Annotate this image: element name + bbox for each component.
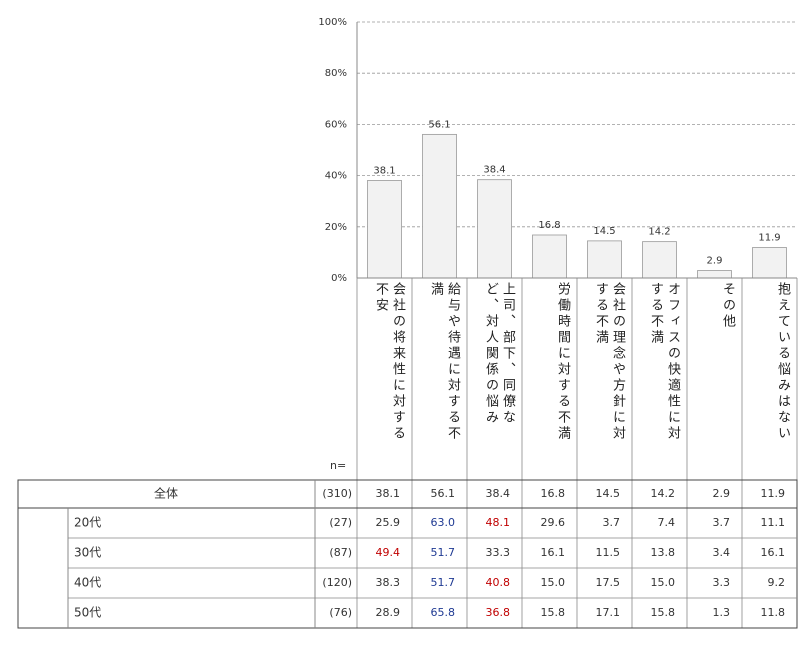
table-cell: 1.3 — [713, 606, 731, 619]
category-label: 会社の理念や方針に対する不満 — [593, 282, 625, 442]
bar — [422, 133, 457, 279]
row-n: (310) — [322, 487, 352, 500]
table-cell: 15.8 — [541, 606, 566, 619]
table-cell: 28.9 — [376, 606, 401, 619]
row-label: 20代 — [74, 516, 101, 530]
table-cell: 16.1 — [541, 546, 566, 559]
table-cell: 17.1 — [596, 606, 621, 619]
category-label: オフィスの快適性に対する不満 — [648, 282, 680, 442]
table-cell: 3.7 — [713, 516, 731, 529]
table-cell: 40.8 — [486, 576, 511, 589]
table-cell: 15.8 — [651, 606, 676, 619]
table-cell: 13.8 — [651, 546, 676, 559]
category-label: その他 — [720, 282, 735, 330]
table-cell: 11.5 — [596, 546, 621, 559]
table-cell: 49.4 — [376, 546, 401, 559]
category-label: 抱えている悩みはない — [775, 282, 790, 442]
y-tick-label: 0% — [331, 273, 347, 284]
table-cell: 3.7 — [603, 516, 621, 529]
table-cell: 63.0 — [431, 516, 456, 529]
value-label: 11.9 — [758, 233, 780, 244]
value-label: 16.8 — [538, 220, 560, 231]
table-cell: 38.1 — [376, 487, 401, 500]
value-label: 14.2 — [648, 227, 670, 238]
row-label: 30代 — [74, 546, 101, 560]
table-cell: 14.2 — [651, 487, 676, 500]
table-cell: 16.1 — [761, 546, 786, 559]
table-cell: 38.4 — [486, 487, 511, 500]
value-label: 38.1 — [373, 165, 395, 176]
row-label: 50代 — [74, 606, 101, 620]
table-cell: 33.3 — [486, 546, 511, 559]
table-cell: 36.8 — [486, 606, 511, 619]
row-n: (87) — [329, 546, 352, 559]
table-cell: 51.7 — [431, 576, 456, 589]
table-border — [17, 479, 798, 629]
n-header: n= — [330, 459, 346, 472]
value-label: 2.9 — [707, 256, 723, 267]
y-tick-label: 80% — [325, 68, 347, 79]
value-label: 56.1 — [428, 119, 450, 130]
y-tick-label: 60% — [325, 119, 347, 130]
table-cell: 7.4 — [658, 516, 676, 529]
table-cell: 3.4 — [713, 546, 731, 559]
table-cell: 14.5 — [596, 487, 621, 500]
table-cell: 48.1 — [486, 516, 511, 529]
bar — [587, 240, 622, 279]
table-cell: 15.0 — [541, 576, 566, 589]
table-cell: 3.3 — [713, 576, 731, 589]
table-cell: 9.2 — [768, 576, 786, 589]
value-label: 14.5 — [593, 226, 615, 237]
table-cell: 11.9 — [761, 487, 786, 500]
table-cell: 56.1 — [431, 487, 456, 500]
value-label: 38.4 — [483, 165, 505, 176]
row-label: 40代 — [74, 576, 101, 590]
y-tick-label: 100% — [318, 17, 347, 28]
table-cell: 38.3 — [376, 576, 401, 589]
bar — [532, 234, 567, 279]
y-tick-label: 20% — [325, 222, 347, 233]
table-cell: 25.9 — [376, 516, 401, 529]
row-n: (76) — [329, 606, 352, 619]
category-label: 会社の将来性に対する不安 — [373, 282, 405, 442]
table-cell: 29.6 — [541, 516, 566, 529]
category-label: 上司、部下、同僚など、対人関係の悩み — [483, 282, 515, 426]
category-label: 給与や待遇に対する不満 — [428, 282, 460, 442]
row-n: (27) — [329, 516, 352, 529]
table-cell: 2.9 — [713, 487, 731, 500]
table-cell: 51.7 — [431, 546, 456, 559]
table-cell: 11.8 — [761, 606, 786, 619]
y-tick-label: 40% — [325, 171, 347, 182]
bar — [477, 179, 512, 279]
bar — [752, 247, 787, 279]
table-cell: 16.8 — [541, 487, 566, 500]
table-cell: 15.0 — [651, 576, 676, 589]
table-cell: 65.8 — [431, 606, 456, 619]
bar — [697, 270, 732, 279]
category-label: 労働時間に対する不満 — [555, 282, 570, 442]
row-label: 全体 — [154, 486, 178, 501]
bar — [367, 180, 402, 279]
table-cell: 11.1 — [761, 516, 786, 529]
row-n: (120) — [322, 576, 352, 589]
bar — [642, 241, 677, 279]
table-cell: 17.5 — [596, 576, 621, 589]
